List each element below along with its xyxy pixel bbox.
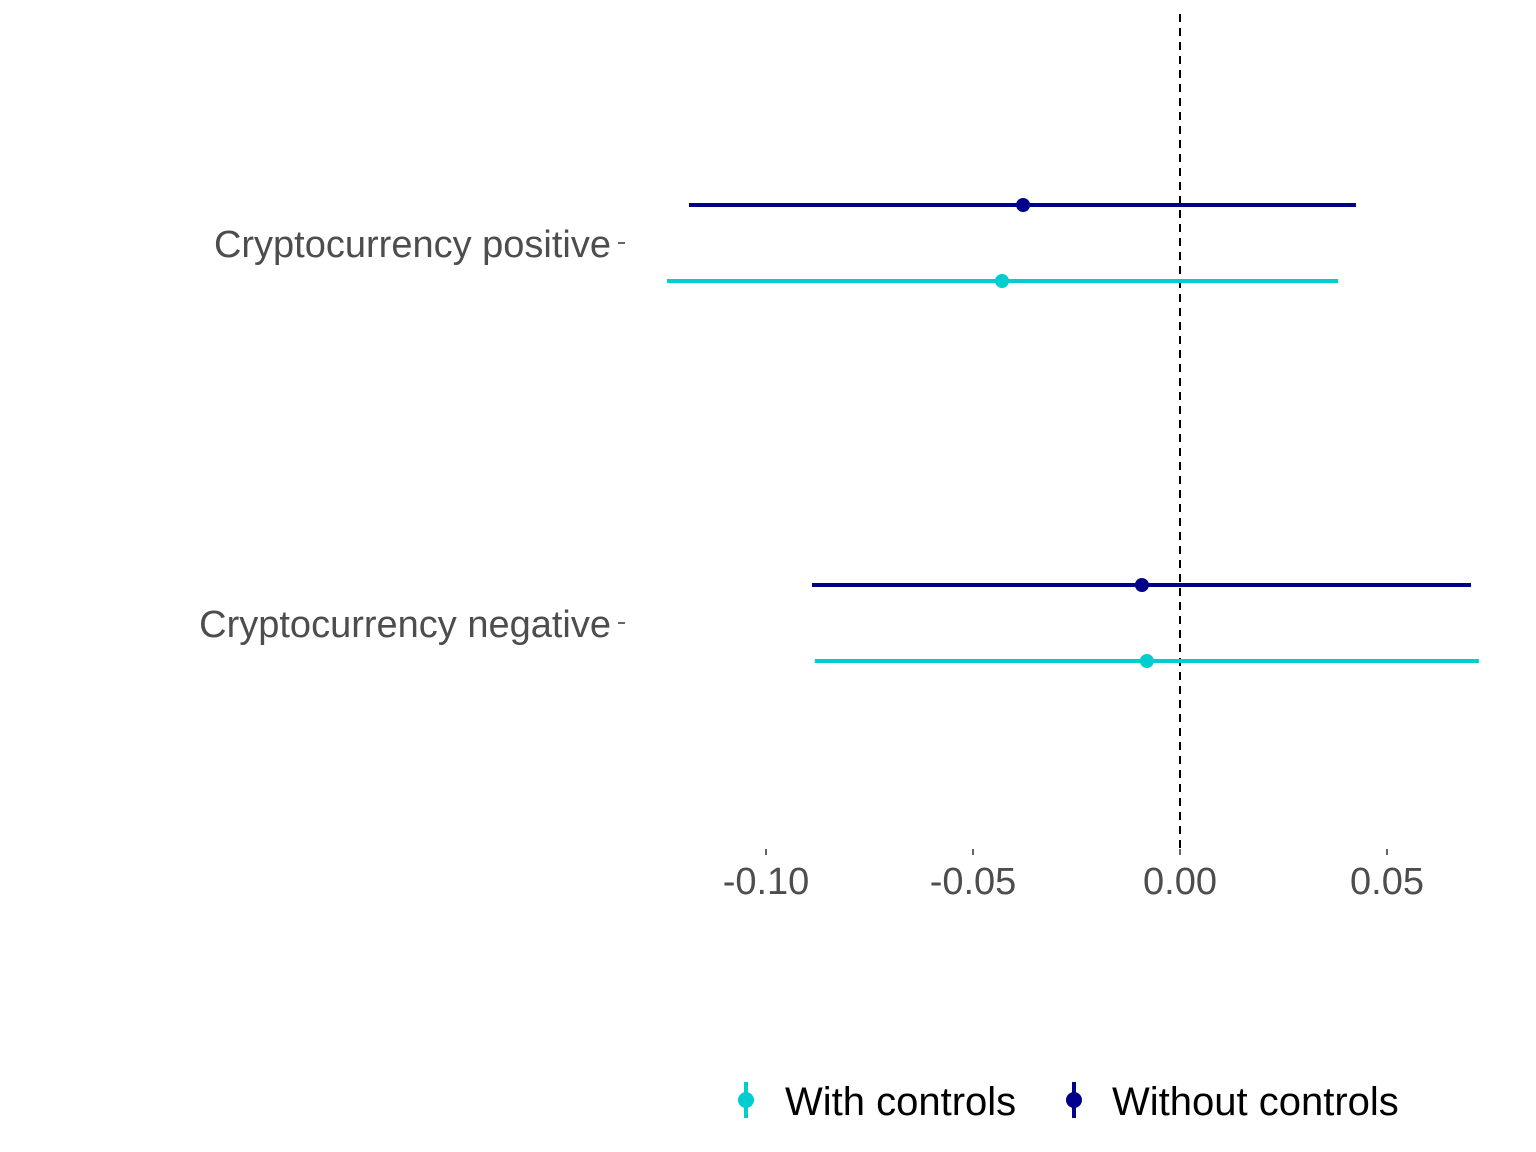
x-tick-label: 0.00 — [1143, 861, 1217, 903]
estimate-point — [994, 274, 1009, 288]
x-tick-label: -0.05 — [930, 861, 1017, 903]
y-category-label: Cryptocurrency negative — [199, 604, 611, 646]
x-tick-label: -0.10 — [723, 861, 810, 903]
legend-key-point — [1066, 1092, 1082, 1108]
legend-key-point — [738, 1092, 754, 1108]
legend-label: Without controls — [1112, 1080, 1399, 1124]
y-category-label: Cryptocurrency positive — [214, 224, 611, 266]
legend-label: With controls — [785, 1080, 1016, 1124]
estimate-point — [1016, 198, 1031, 212]
estimate-point — [1134, 578, 1149, 592]
estimate-point — [1139, 654, 1154, 668]
legend: With controls Without controls — [738, 1080, 1399, 1124]
x-tick-label: 0.05 — [1350, 861, 1424, 903]
